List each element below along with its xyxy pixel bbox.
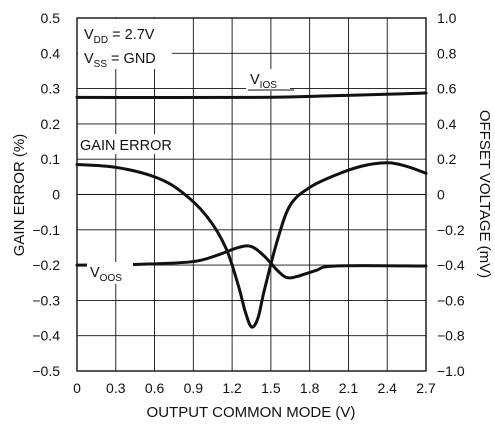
right-y-tick-label: 0.4 xyxy=(437,116,457,132)
vdd-label: VDD = 2.7V xyxy=(84,27,155,46)
x-tick-label: 1.2 xyxy=(222,380,242,396)
x-tick-label: 1.5 xyxy=(261,380,281,396)
right-y-tick-label: −0.6 xyxy=(437,292,465,308)
right-y-tick-label: 0 xyxy=(437,187,445,203)
x-tick-label: 0.3 xyxy=(106,380,126,396)
right-y-tick-label: −0.2 xyxy=(437,222,465,238)
voos-label: VOOS xyxy=(90,265,122,284)
x-tick-label: 0.6 xyxy=(145,380,165,396)
left-y-tick-label: 0.5 xyxy=(41,10,61,26)
vios-label: VIOS xyxy=(250,72,277,91)
left-axis-title: GAIN ERROR (%) xyxy=(11,134,28,257)
x-tick-label: 2.7 xyxy=(416,380,436,396)
vss-label: VSS = GND xyxy=(84,51,156,70)
x-tick-label: 2.4 xyxy=(377,380,397,396)
x-tick-label: 1.8 xyxy=(300,380,320,396)
right-y-tick-label: −0.4 xyxy=(437,257,465,273)
voos-line xyxy=(75,244,428,280)
grid xyxy=(77,18,426,371)
left-y-tick-label: 0.2 xyxy=(41,116,61,132)
conditions-box: VDD = 2.7V VSS = GND xyxy=(78,19,172,70)
series-lines xyxy=(75,91,428,329)
right-y-tick-label: −1.0 xyxy=(437,363,465,379)
right-y-tick-label: 0.2 xyxy=(437,151,457,167)
left-y-tick-label: −0.2 xyxy=(32,257,60,273)
tick-labels: 0 0.3 0.6 0.9 1.2 1.5 1.8 2.1 2.4 2.7 0.5 0.4 0.3 0.2… xyxy=(32,10,464,396)
left-y-tick-label: 0.4 xyxy=(41,45,61,61)
right-y-tick-label: −0.8 xyxy=(437,328,465,344)
left-y-tick-label: 0.1 xyxy=(41,151,61,167)
left-y-tick-label: 0 xyxy=(52,187,60,203)
left-y-tick-label: −0.5 xyxy=(32,363,60,379)
plot-frame xyxy=(76,17,427,372)
conditions-background xyxy=(78,19,172,69)
right-y-tick-label: 1.0 xyxy=(437,10,457,26)
right-y-tick-label: 0.8 xyxy=(437,45,457,61)
left-y-tick-label: −0.4 xyxy=(32,328,60,344)
left-y-tick-label: −0.3 xyxy=(32,292,60,308)
series-annotations: GAIN ERROR VOOS VIOS xyxy=(79,69,294,284)
right-y-tick-label: 0.6 xyxy=(437,81,457,97)
x-tick-label: 2.1 xyxy=(339,380,359,396)
left-y-tick-label: −0.1 xyxy=(32,222,60,238)
voos-label-background xyxy=(87,262,133,284)
vios-line xyxy=(75,91,428,100)
vios-label-background xyxy=(246,69,290,91)
gain-error-line xyxy=(75,161,428,329)
left-y-tick-label: 0.3 xyxy=(41,81,61,97)
x-tick-label: 0.9 xyxy=(184,380,204,396)
gain-error-label: GAIN ERROR xyxy=(80,138,172,154)
gain-error-label-background xyxy=(79,134,183,154)
x-axis-title: OUTPUT COMMON MODE (V) xyxy=(147,404,356,421)
right-axis-title: OFFSET VOLTAGE (mV) xyxy=(476,110,493,278)
x-tick-label: 0 xyxy=(73,380,81,396)
